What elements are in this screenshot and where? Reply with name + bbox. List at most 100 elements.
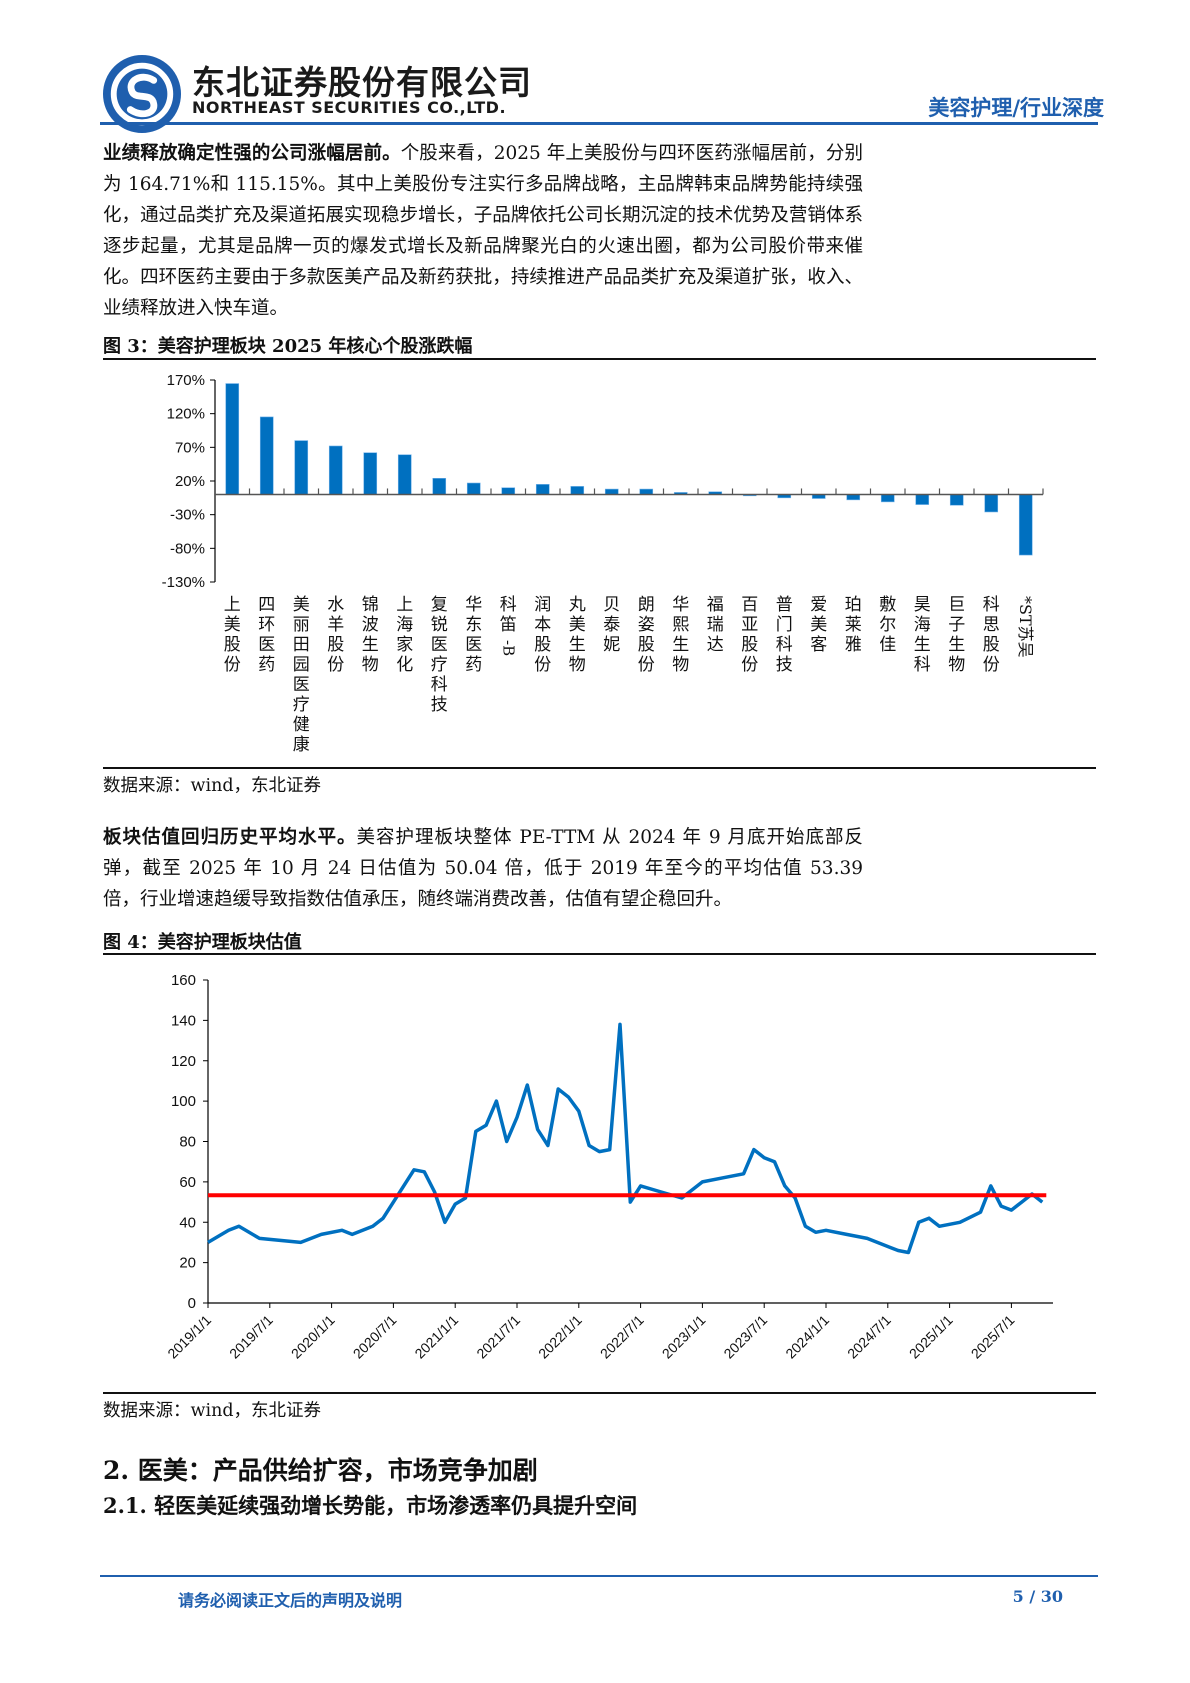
x-category-label-char: 海: [914, 615, 931, 635]
x-category-label-char: 达: [707, 635, 724, 655]
x-category-label-char: 朗: [638, 595, 655, 615]
x-category-label-char: 份: [224, 655, 241, 675]
x-category-label-char: 子: [948, 615, 965, 635]
y-tick-label: 20%: [175, 473, 205, 490]
x-category-label-char: 物: [569, 655, 586, 675]
x-category-label-char: 份: [327, 655, 344, 675]
x-category-label-char: 技: [776, 655, 793, 675]
footer-divider: [100, 1575, 1098, 1577]
x-tick-label: 2020/1/1: [288, 1312, 338, 1362]
header-divider: [100, 122, 1098, 125]
x-category-label-char: 科: [431, 675, 448, 695]
bar: [639, 488, 654, 495]
bar: [846, 494, 861, 501]
x-category-label-char: 科: [914, 655, 931, 675]
x-category-label: *ST苏吴: [1016, 596, 1035, 658]
disclaimer-note: 请务必阅读正文后的声明及说明: [178, 1591, 403, 1610]
bar: [397, 454, 412, 495]
y-tick-label: 40: [179, 1214, 196, 1231]
x-category-label-char: 技: [431, 695, 448, 715]
x-category-label-char: 化: [396, 655, 413, 675]
y-tick-label: 0: [188, 1295, 196, 1312]
company-name-cn: 东北证券股份有限公司: [192, 63, 532, 102]
x-category-label-char: 巨: [948, 595, 965, 615]
x-tick-label: 2019/1/1: [164, 1312, 214, 1362]
x-category-label-char: 海: [396, 615, 413, 635]
paragraph-body: 美容护理板块整体 PE-TTM 从 2024 年 9 月底开始底部反弹，截至 2…: [103, 827, 863, 910]
x-tick-label: 2022/7/1: [597, 1312, 647, 1362]
company-name-en: NORTHEAST SECURITIES CO.,LTD.: [192, 98, 507, 117]
x-category-label-char: 美: [224, 615, 241, 635]
x-category-label-char: 份: [741, 655, 758, 675]
x-category-label-char: 丸: [569, 595, 586, 615]
x-tick-label: 2023/1/1: [659, 1312, 709, 1362]
x-category-label-char: 熙: [672, 615, 689, 635]
bar: [328, 445, 343, 495]
x-category-label-char: 份: [534, 655, 551, 675]
x-category-label-char: 家: [396, 635, 413, 655]
bar: [915, 494, 930, 505]
x-category-label-char: 昊: [914, 595, 931, 615]
x-category-label-char: 科: [983, 595, 1000, 615]
x-category-label-char: 尔: [879, 615, 896, 635]
x-category-label-char: 生: [914, 635, 931, 655]
x-tick-label: 2021/1/1: [411, 1312, 461, 1362]
x-category-label-char: 股: [983, 635, 1000, 655]
x-category-label-char: 泰: [603, 615, 620, 635]
x-tick-label: 2025/1/1: [906, 1312, 956, 1362]
x-category-label-char: 珀: [845, 595, 862, 615]
x-tick-label: 2022/1/1: [535, 1312, 585, 1362]
bar: [880, 494, 895, 503]
x-category-label-char: 股: [327, 635, 344, 655]
x-category-label-char: 佳: [879, 635, 896, 655]
y-tick-label: 120: [171, 1053, 196, 1070]
x-tick-label: 2024/1/1: [782, 1312, 832, 1362]
x-category-label-char: 股: [534, 635, 551, 655]
page-number: 5 / 30: [1012, 1587, 1063, 1606]
x-category-label-char: 药: [465, 655, 482, 675]
x-category-label-char: 份: [983, 655, 1000, 675]
figure3-bottom-rule: [103, 767, 1096, 769]
x-category-label-char: 上: [224, 595, 241, 615]
bar: [225, 383, 240, 495]
x-category-label-char: 医: [258, 635, 275, 655]
x-tick-label: 2021/7/1: [473, 1312, 523, 1362]
y-tick-label: 140: [171, 1012, 196, 1029]
y-tick-label: -130%: [162, 574, 205, 591]
paragraph-body: 个股来看，2025 年上美股份与四环医药涨幅居前，分别为 164.71%和 11…: [103, 143, 863, 319]
x-category-label-char: 康: [293, 735, 310, 755]
x-tick-label: 2024/7/1: [844, 1312, 894, 1362]
paragraph-lead: 业绩释放确定性强的公司涨幅居前。: [103, 143, 401, 164]
bar: [259, 416, 274, 495]
x-category-label-char: 美: [569, 615, 586, 635]
x-category-label-char: 妮: [603, 635, 620, 655]
x-category-label-char: 疗: [293, 695, 310, 715]
x-category-label-char: 科: [776, 635, 793, 655]
x-category-label-char: 瑞: [707, 615, 724, 635]
x-category-label-char: 股: [638, 635, 655, 655]
x-category-label-char: 丽: [293, 615, 310, 635]
bar: [294, 440, 309, 495]
bar: [570, 486, 585, 495]
y-tick-label: 160: [171, 972, 196, 989]
figure4-bottom-rule: [103, 1392, 1096, 1394]
x-category-label-char: 美: [810, 615, 827, 635]
x-category-label-char: 笛: [500, 615, 517, 635]
x-category-label-char: 健: [293, 715, 310, 735]
bar: [535, 484, 550, 495]
x-category-label-char: 园: [293, 655, 310, 675]
paragraph-valuation: 板块估值回归历史平均水平。美容护理板块整体 PE-TTM 从 2024 年 9 …: [103, 822, 863, 915]
x-tick-label: 2020/7/1: [350, 1312, 400, 1362]
x-category-label-char: 羊: [327, 615, 344, 635]
company-logo-icon: [103, 55, 181, 133]
x-category-label-char: 贝: [603, 595, 620, 615]
x-category-label-char: 物: [362, 655, 379, 675]
x-category-label-char: 普: [776, 595, 793, 615]
figure4-top-rule: [103, 953, 1096, 955]
bar: [432, 478, 447, 495]
x-category-label-char: 环: [258, 615, 275, 635]
x-category-label-char: 股: [741, 635, 758, 655]
x-category-label-char: 上: [396, 595, 413, 615]
svg-text:-B: -B: [499, 640, 517, 656]
figure4-source: 数据来源：wind，东北证券: [103, 1401, 322, 1421]
